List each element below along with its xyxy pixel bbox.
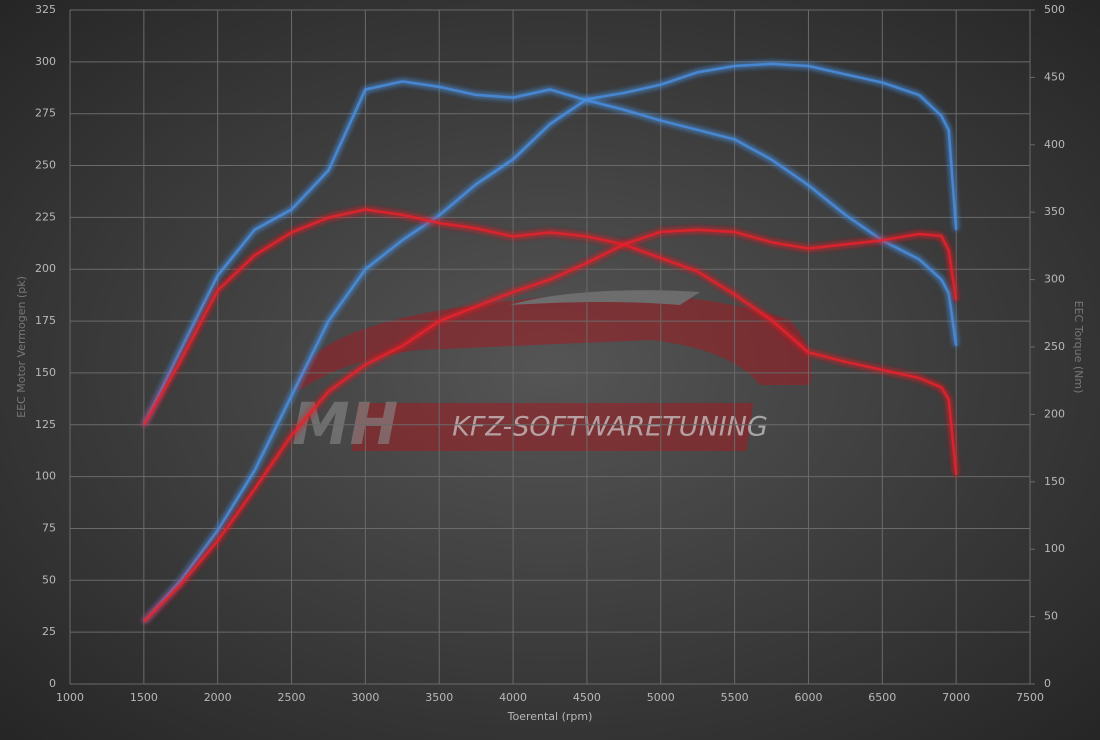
y2-tick-label: 500: [1044, 3, 1065, 16]
y2-tick-label: 50: [1044, 610, 1058, 623]
x-tick-label: 4500: [573, 691, 601, 704]
y-axis-label: EEC Motor Vermogen (pk): [15, 276, 28, 418]
y-tick-label: 325: [35, 3, 56, 16]
watermark-mh: MH: [292, 390, 398, 458]
x-tick-label: 4000: [499, 691, 527, 704]
watermark-band: [351, 403, 754, 451]
x-axis-label: Toerental (rpm): [507, 710, 593, 723]
x-tick-label: 3500: [425, 691, 453, 704]
y-tick-label: 0: [49, 677, 56, 690]
watermark-roof: [510, 290, 700, 305]
y2-axis-label: EEC Torque (Nm): [1072, 301, 1085, 394]
watermark-text: KFZ-SOFTWARETUNING: [452, 412, 768, 443]
y-tick-label: 150: [35, 366, 56, 379]
y-tick-label: 300: [35, 55, 56, 68]
x-tick-label: 3000: [351, 691, 379, 704]
y-tick-label: 75: [42, 521, 56, 534]
x-tick-label: 5000: [647, 691, 675, 704]
x-tick-label: 2500: [278, 691, 306, 704]
x-tick-label: 6000: [794, 691, 822, 704]
y-tick-label: 125: [35, 418, 56, 431]
y2-tick-label: 200: [1044, 407, 1065, 420]
y2-tick-label: 0: [1044, 677, 1051, 690]
x-tick-label: 5500: [721, 691, 749, 704]
series-line: [142, 208, 958, 476]
watermark: [295, 290, 812, 451]
y-tick-label: 275: [35, 107, 56, 120]
y2-tick-label: 350: [1044, 205, 1065, 218]
y2-tick-label: 400: [1044, 138, 1065, 151]
y-tick-label: 50: [42, 573, 56, 586]
series-line: [142, 228, 958, 623]
y-tick-label: 200: [35, 262, 56, 275]
x-tick-label: 6500: [868, 691, 896, 704]
y-tick-label: 250: [35, 159, 56, 172]
x-tick-label: 7000: [942, 691, 970, 704]
watermark-car: [295, 294, 812, 390]
y-tick-label: 175: [35, 314, 56, 327]
x-tick-label: 7500: [1016, 691, 1044, 704]
y2-tick-label: 250: [1044, 340, 1065, 353]
y-tick-label: 25: [42, 625, 56, 638]
y2-tick-label: 300: [1044, 273, 1065, 286]
series-line: [142, 62, 958, 623]
y2-tick-label: 150: [1044, 475, 1065, 488]
y-tick-label: 225: [35, 210, 56, 223]
x-tick-label: 1000: [56, 691, 84, 704]
y2-tick-label: 100: [1044, 542, 1065, 555]
x-tick-label: 2000: [204, 691, 232, 704]
x-tick-label: 1500: [130, 691, 158, 704]
y2-tick-label: 450: [1044, 70, 1065, 83]
y-tick-label: 100: [35, 470, 56, 483]
